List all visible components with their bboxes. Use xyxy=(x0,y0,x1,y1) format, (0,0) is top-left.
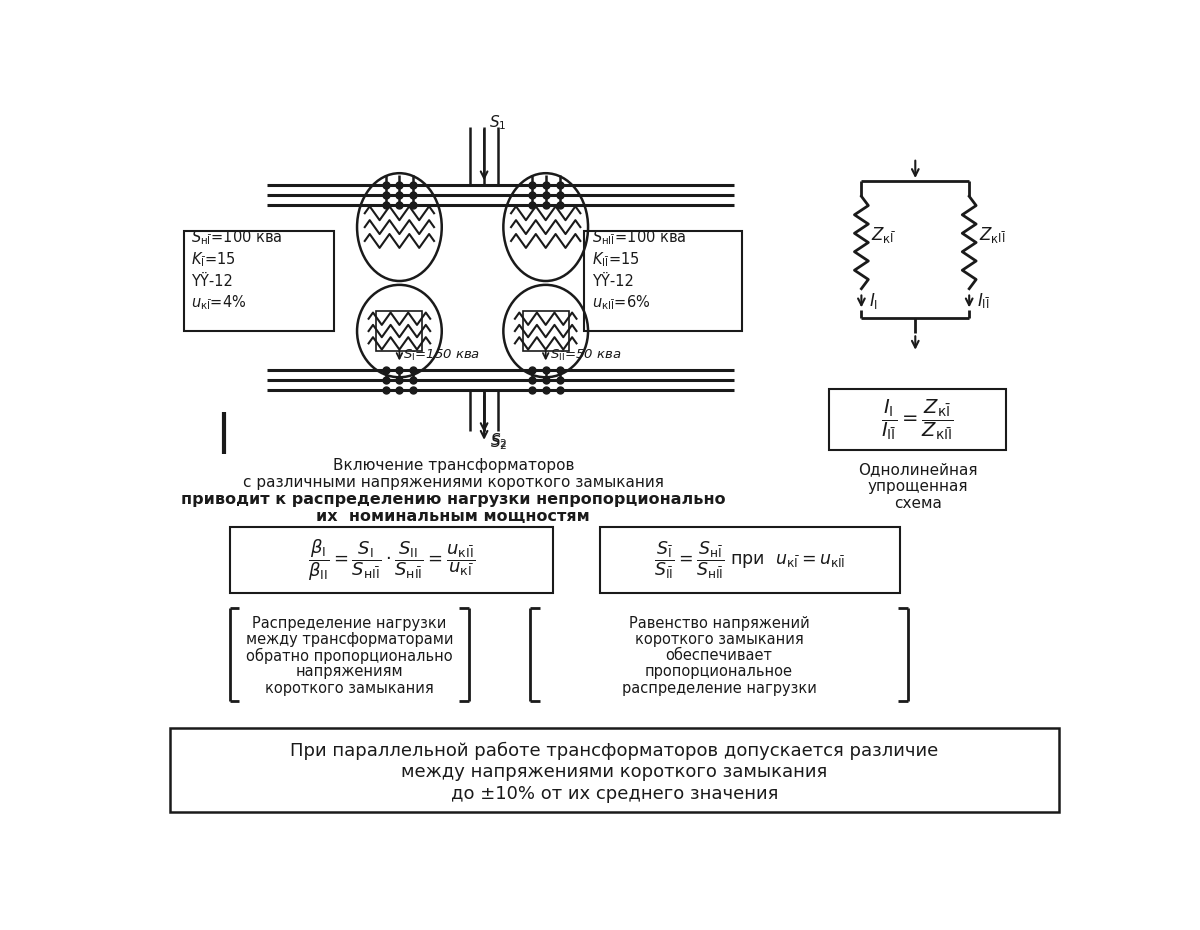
Text: $\dfrac{I_{\mathrm{I}}}{I_{\bar{\mathrm{II}}}} = \dfrac{Z_{\mathrm{к}\bar{\mathr: $\dfrac{I_{\mathrm{I}}}{I_{\bar{\mathrm{… xyxy=(881,397,954,442)
Text: ΥΫ-12: ΥΫ-12 xyxy=(592,273,634,288)
Text: $I_{\bar{\mathrm{II}}}$: $I_{\bar{\mathrm{II}}}$ xyxy=(977,291,990,312)
Text: обеспечивает: обеспечивает xyxy=(666,648,773,663)
Text: распределение нагрузки: распределение нагрузки xyxy=(622,681,816,696)
Text: схема: схема xyxy=(894,496,942,511)
Text: $\dfrac{S_{\bar{\mathrm{I}}}}{S_{\bar{\mathrm{II}}}} = \dfrac{S_{\mathrm{н}\bar{: $\dfrac{S_{\bar{\mathrm{I}}}}{S_{\bar{\m… xyxy=(654,539,846,581)
Text: $u_{\mathrm{к}\bar{\mathrm{I}}}$=4%: $u_{\mathrm{к}\bar{\mathrm{I}}}$=4% xyxy=(192,293,247,312)
Bar xyxy=(377,311,422,351)
Text: $S_2$: $S_2$ xyxy=(491,432,508,450)
Text: $Z_{\mathrm{к}\bar{\mathrm{II}}}$: $Z_{\mathrm{к}\bar{\mathrm{II}}}$ xyxy=(979,225,1006,245)
Text: Однолинейная: Однолинейная xyxy=(858,462,977,477)
Text: $S_{\bar{\mathrm{I}}}$=150 ква: $S_{\bar{\mathrm{I}}}$=150 ква xyxy=(403,348,480,364)
Text: их  номинальным мощностям: их номинальным мощностям xyxy=(317,509,590,524)
Text: ΥΫ-12: ΥΫ-12 xyxy=(192,273,233,288)
Text: напряжениям: напряжениям xyxy=(295,664,403,680)
Text: $I_{\mathrm{I}}$: $I_{\mathrm{I}}$ xyxy=(869,291,878,312)
Text: обратно пропорционально: обратно пропорционально xyxy=(246,648,452,664)
Text: Распределение нагрузки: Распределение нагрузки xyxy=(252,616,446,631)
Bar xyxy=(170,727,1060,812)
Text: между напряжениями короткого замыкания: между напряжениями короткого замыкания xyxy=(402,763,828,781)
Text: пропорциональное: пропорциональное xyxy=(644,664,793,680)
Text: $S_{\mathrm{н}\bar{\mathrm{II}}}$=100 ква: $S_{\mathrm{н}\bar{\mathrm{II}}}$=100 кв… xyxy=(592,229,686,247)
Text: $u_{\mathrm{к}\bar{\mathrm{II}}}$=6%: $u_{\mathrm{к}\bar{\mathrm{II}}}$=6% xyxy=(592,293,650,312)
Text: $K_{\bar{\mathrm{I}}}$=15: $K_{\bar{\mathrm{I}}}$=15 xyxy=(192,250,236,269)
Text: $S_{\mathrm{н}\bar{\mathrm{I}}}$=100 ква: $S_{\mathrm{н}\bar{\mathrm{I}}}$=100 ква xyxy=(192,229,283,247)
Text: Включение трансформаторов: Включение трансформаторов xyxy=(332,458,574,473)
Text: $S_{\bar{\mathrm{II}}}$=50 ква: $S_{\bar{\mathrm{II}}}$=50 ква xyxy=(550,348,622,364)
Text: При параллельной работе трансформаторов допускается различие: При параллельной работе трансформаторов … xyxy=(290,741,938,760)
Bar xyxy=(230,527,553,592)
Bar xyxy=(184,231,334,331)
Bar xyxy=(584,231,742,331)
Text: упрощенная: упрощенная xyxy=(868,479,968,494)
Text: до ±10% от их среднего значения: до ±10% от их среднего значения xyxy=(451,785,779,803)
Text: Равенство напряжений: Равенство напряжений xyxy=(629,616,809,631)
Text: короткого замыкания: короткого замыкания xyxy=(635,632,803,647)
Bar xyxy=(829,389,1006,450)
Bar xyxy=(522,311,569,351)
Text: $\dfrac{\beta_{\mathrm{I}}}{\beta_{\mathrm{II}}} = \dfrac{S_{\mathrm{I}}}{S_{\ma: $\dfrac{\beta_{\mathrm{I}}}{\beta_{\math… xyxy=(308,538,475,583)
Text: $S_2$: $S_2$ xyxy=(491,433,508,452)
Text: $Z_{\mathrm{к}\bar{\mathrm{I}}}$: $Z_{\mathrm{к}\bar{\mathrm{I}}}$ xyxy=(871,225,896,245)
Text: с различными напряжениями короткого замыкания: с различными напряжениями короткого замы… xyxy=(242,475,664,490)
Text: $S_1$: $S_1$ xyxy=(488,113,506,132)
Text: приводит к распределению нагрузки непропорционально: приводит к распределению нагрузки непроп… xyxy=(181,492,726,507)
Text: короткого замыкания: короткого замыкания xyxy=(265,681,433,696)
Bar xyxy=(600,527,900,592)
Text: между трансформаторами: между трансформаторами xyxy=(246,632,454,647)
Text: $K_{\bar{\mathrm{II}}}$=15: $K_{\bar{\mathrm{II}}}$=15 xyxy=(592,250,640,269)
